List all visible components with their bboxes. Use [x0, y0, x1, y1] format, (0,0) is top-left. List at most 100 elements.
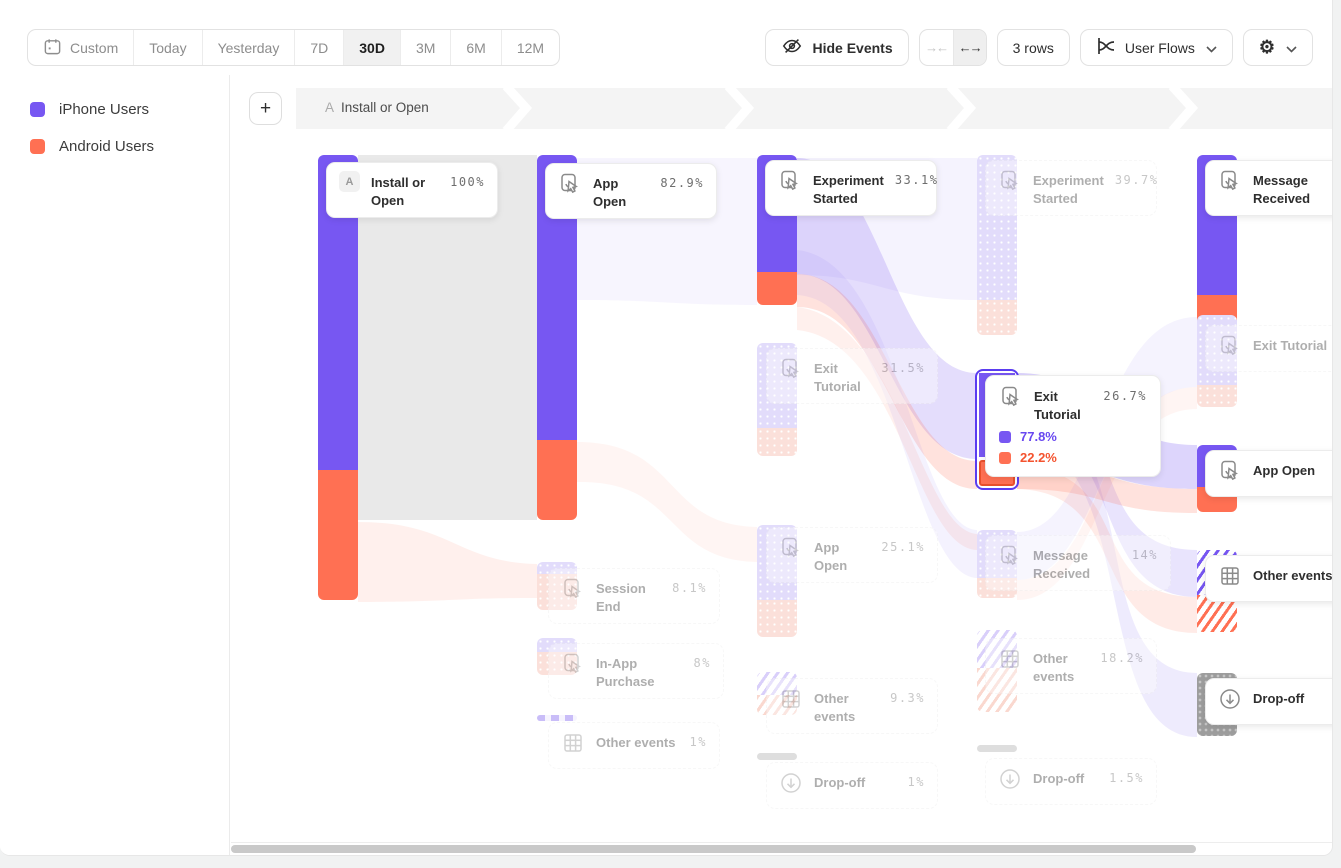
event-click-icon — [558, 172, 582, 201]
flow-node-card-experiment-started-4[interactable]: Experiment Started 39.7% — [985, 160, 1157, 217]
collapse-expand-control: →← ←→ — [918, 29, 987, 66]
event-label: Other events — [1033, 651, 1075, 684]
legend-item-iphone-users[interactable]: iPhone Users — [30, 101, 229, 118]
event-percent: 8% — [693, 656, 711, 670]
flow-node-bar-other-events-4[interactable] — [977, 630, 1017, 712]
event-click-icon — [998, 169, 1022, 198]
collapse-columns-button[interactable]: →← — [920, 30, 953, 65]
flow-node-bar-install-or-open-1[interactable] — [318, 155, 358, 600]
expand-columns-button[interactable]: ←→ — [952, 30, 986, 65]
flow-node-card-drop-off-5[interactable]: Drop-off — [1205, 678, 1332, 725]
event-click-icon — [1218, 334, 1242, 363]
legend-item-android-users[interactable]: Android Users — [30, 138, 229, 155]
bar-segment-lpurple — [977, 155, 1017, 300]
event-label: In-App Purchase — [596, 656, 655, 689]
drop-off-icon — [1218, 687, 1242, 716]
date-range-custom[interactable]: Custom — [28, 30, 135, 65]
bar-segment-hatchp-l — [757, 672, 797, 695]
flow-node-bar-message-received-4[interactable] — [977, 530, 1017, 598]
event-percent: 33.1% — [894, 173, 939, 187]
flow-node-card-other-events-4[interactable]: Other events 18.2% — [985, 638, 1157, 695]
event-percent: 9.3% — [890, 691, 925, 705]
flow-node-tooltip-exit-tutorial-4[interactable]: Exit Tutorial 26.7% 77.8% 22.2% — [985, 375, 1161, 478]
flow-node-card-message-received-4[interactable]: Message Received 14% — [985, 535, 1171, 592]
legend-swatch — [30, 139, 45, 154]
rows-count-label: 3 rows — [1012, 39, 1054, 56]
flow-node-bar-other-events-3[interactable] — [757, 672, 797, 715]
flow-node-bar-in-app-purchase-2[interactable] — [537, 638, 577, 675]
flow-node-bar-drop-off-3[interactable] — [757, 753, 797, 760]
flow-node-card-app-open-3[interactable]: App Open 25.1% — [766, 527, 938, 584]
flow-node-bar-exit-tutorial-3[interactable] — [757, 343, 797, 456]
flow-node-bar-other-events-2[interactable] — [537, 715, 577, 721]
add-step-button[interactable]: + — [249, 92, 282, 125]
flow-node-card-other-events-5[interactable]: Other events — [1205, 555, 1332, 602]
grid-icon — [779, 687, 803, 716]
date-range-6m[interactable]: 6M — [451, 30, 502, 65]
flow-node-card-experiment-started-3[interactable]: Experiment Started 33.1% — [765, 160, 939, 217]
flow-node-bar-app-open-3[interactable] — [757, 525, 797, 637]
bar-segment-lpink — [1197, 385, 1237, 407]
settings-dropdown[interactable]: ⚙ — [1242, 29, 1313, 66]
bar-segment-orange — [757, 272, 797, 305]
flow-node-card-app-open-5[interactable]: App Open — [1205, 450, 1332, 497]
date-range-3m[interactable]: 3M — [401, 30, 452, 65]
grid-icon — [998, 647, 1022, 676]
bar-segment-lpurple — [537, 562, 577, 574]
event-label: App Open — [1253, 463, 1316, 478]
event-label: Exit Tutorial — [1034, 389, 1081, 422]
arrows-inward-icon: →← — [925, 40, 949, 55]
bar-segment-lpink — [977, 300, 1017, 335]
event-letter-badge: A — [339, 171, 360, 192]
event-label: Other events — [596, 735, 676, 750]
event-click-icon — [561, 652, 585, 681]
rows-button[interactable]: 3 rows — [996, 29, 1070, 66]
flow-node-bar-session-end-2[interactable] — [537, 562, 577, 610]
flow-node-bar-exit-tutorial-5[interactable] — [1197, 315, 1237, 407]
drop-off-icon — [779, 771, 803, 800]
step-header-band[interactable]: A Install or Open — [296, 86, 1332, 131]
tooltip-header: Exit Tutorial 26.7% — [999, 385, 1147, 423]
hide-events-button[interactable]: Hide Events — [765, 29, 909, 66]
flow-node-card-install-or-open-1[interactable]: A Install or Open 100% — [326, 162, 498, 219]
flow-node-card-drop-off-4[interactable]: Drop-off 1.5% — [985, 758, 1157, 805]
chevron-down-icon — [1286, 40, 1297, 56]
flow-node-card-exit-tutorial-5[interactable]: Exit Tutorial — [1205, 325, 1332, 372]
flow-node-bar-drop-off-4[interactable] — [977, 745, 1017, 752]
legend-label: iPhone Users — [59, 101, 150, 118]
flow-node-card-session-end-2[interactable]: Session End 8.1% — [548, 568, 720, 625]
top-toolbar: Custom Today Yesterday 7D 30D 3M 6M 12M Hide Ev… — [0, 0, 1332, 75]
scrollbar-thumb[interactable] — [231, 845, 1196, 853]
bar-segment-hatcho-l — [977, 668, 1017, 712]
bar-segment-grayl — [977, 745, 1017, 752]
bar-segment-lpink — [537, 574, 577, 610]
date-range-yesterday[interactable]: Yesterday — [203, 30, 296, 65]
date-range-group: Custom Today Yesterday 7D 30D 3M 6M 12M — [27, 29, 561, 66]
flow-node-card-other-events-3[interactable]: Other events 9.3% — [766, 678, 938, 735]
date-range-today[interactable]: Today — [134, 30, 203, 65]
event-click-icon — [1218, 169, 1242, 198]
event-click-icon — [1218, 459, 1242, 488]
flow-node-card-message-received-5[interactable]: Message Received — [1205, 160, 1332, 217]
bar-segment-lpink — [757, 600, 797, 637]
flow-node-card-app-open-2[interactable]: App Open 82.9% — [545, 163, 717, 220]
legend-swatch — [30, 102, 45, 117]
date-range-30d[interactable]: 30D — [344, 30, 401, 65]
flow-node-card-in-app-purchase-2[interactable]: In-App Purchase 8% — [548, 643, 724, 700]
view-mode-label: User Flows — [1124, 39, 1195, 56]
event-label: Experiment Started — [813, 173, 884, 206]
flow-node-card-other-events-2[interactable]: Other events 1% — [548, 722, 720, 769]
hide-events-label: Hide Events — [812, 39, 893, 56]
date-range-7d[interactable]: 7D — [295, 30, 345, 65]
tooltip-breakdown-row: 22.2% — [999, 450, 1147, 465]
view-mode-dropdown[interactable]: User Flows — [1079, 29, 1233, 66]
horizontal-scrollbar[interactable] — [231, 842, 1332, 855]
flow-node-card-drop-off-3[interactable]: Drop-off 1% — [766, 762, 938, 809]
event-label: Drop-off — [814, 775, 866, 790]
event-label: Install or Open — [371, 175, 426, 208]
flow-node-card-exit-tutorial-3[interactable]: Exit Tutorial 31.5% — [766, 348, 938, 405]
event-label: Experiment Started — [1033, 173, 1104, 206]
date-range-12m[interactable]: 12M — [516, 39, 545, 56]
flow-node-bar-experiment-started-4[interactable] — [977, 155, 1017, 335]
start-event-prefix: A — [325, 100, 335, 115]
